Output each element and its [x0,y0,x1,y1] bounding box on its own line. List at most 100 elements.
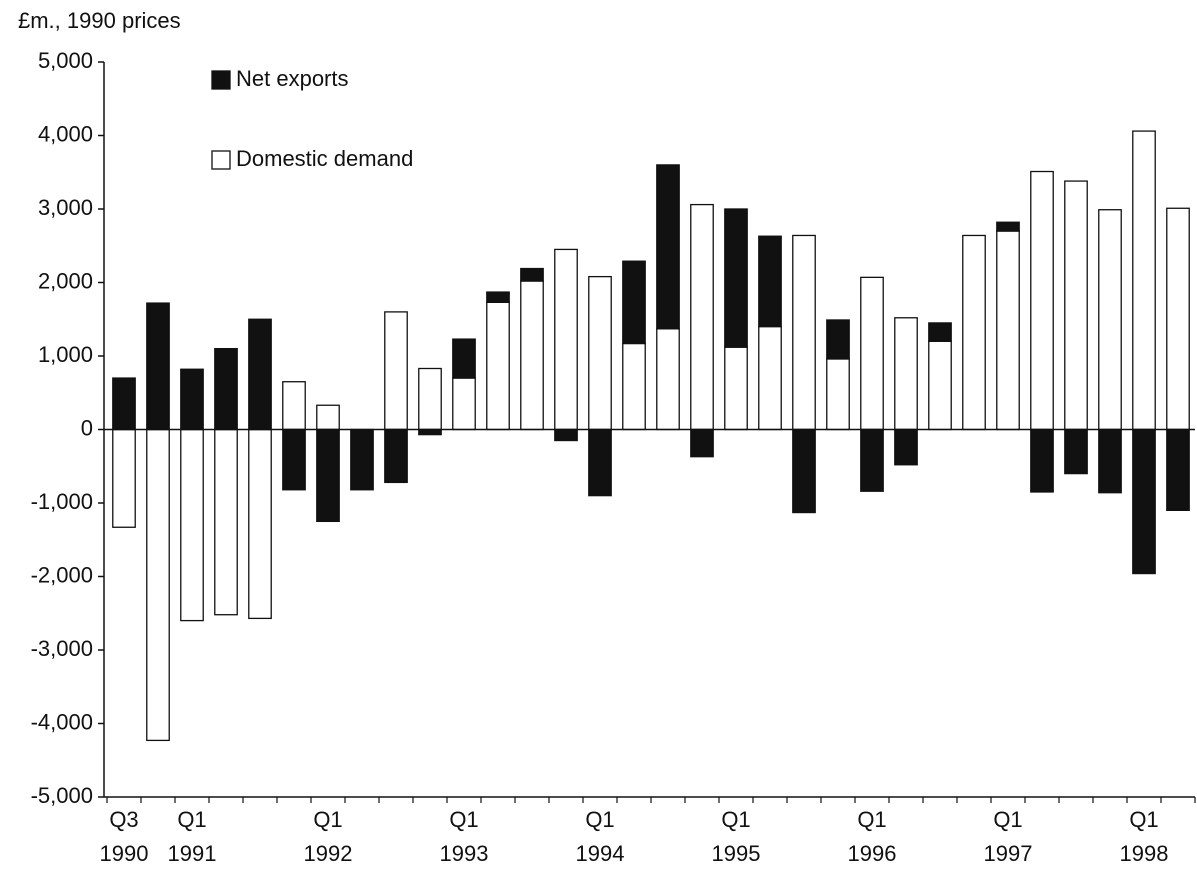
bar [1030,170,1054,431]
bar [452,377,476,431]
x-tick-label-line: 1998 [1120,841,1169,866]
bar [452,338,476,379]
bar [180,428,204,622]
y-tick-label: -1,000 [31,489,93,514]
bar [180,368,204,431]
y-tick-label: 1,000 [38,342,93,367]
bar [248,318,272,431]
bar [418,428,442,436]
bar [554,428,578,442]
bar [928,340,952,431]
bar [724,208,748,348]
bar [418,367,442,431]
bar [690,428,714,458]
x-tick-label-line: Q1 [177,807,206,832]
bar [996,221,1020,232]
bar [1166,428,1190,511]
bar [792,234,816,431]
bar [146,428,170,742]
x-tick-label-line: Q3 [109,807,138,832]
legend-swatch [211,150,231,170]
x-tick-label-line: Q1 [1129,807,1158,832]
x-tick-label-line: Q1 [993,807,1022,832]
bar [588,428,612,497]
bar [928,322,952,342]
bar [622,342,646,431]
bar [214,347,238,431]
y-tick-label: 4,000 [38,121,93,146]
bar [486,291,510,303]
bar [112,428,136,528]
bar [316,428,340,523]
bar [1064,428,1088,475]
bar [1064,180,1088,431]
bar [520,267,544,282]
x-tick-label-line: Q1 [721,807,750,832]
x-tick-label-line: 1997 [984,841,1033,866]
bar [1166,207,1190,431]
x-tick-label: Q1 1991 [168,807,217,866]
bar [758,235,782,328]
bar [1132,428,1156,575]
x-tick-label: Q1 1998 [1120,807,1169,866]
x-tick-label: Q1 1997 [984,807,1033,866]
bar [214,428,238,616]
bar [486,301,510,431]
bar [826,319,850,360]
x-tick-label-line: 1991 [168,841,217,866]
y-tick-label: 5,000 [38,48,93,73]
legend-label: Net exports [236,66,349,91]
bar [1132,130,1156,431]
bar [316,404,340,431]
bar [656,328,680,431]
bar [1098,209,1122,431]
x-tick-label-line: Q1 [585,807,614,832]
x-tick-label: Q1 1992 [304,807,353,866]
bar [588,275,612,431]
bar [826,358,850,431]
x-tick-label: Q1 1995 [712,807,761,866]
bar [690,203,714,431]
y-tick-label: -5,000 [31,783,93,808]
bar [860,428,884,492]
x-tick-label-line: 1992 [304,841,353,866]
bar [1098,428,1122,494]
x-tick-label-line: Q1 [449,807,478,832]
x-tick-label: Q1 1996 [848,807,897,866]
x-tick-label-line: 1993 [440,841,489,866]
x-tick-label-line: 1990 [100,841,149,866]
bar [1030,428,1054,493]
x-tick-label: Q1 1993 [440,807,489,866]
y-tick-label: -4,000 [31,709,93,734]
x-tick-label-line: Q1 [857,807,886,832]
x-tick-label-line: 1995 [712,841,761,866]
y-tick-label: 2,000 [38,268,93,293]
bar [384,428,408,484]
x-tick-label: Q1 1994 [576,807,625,866]
bar [282,381,306,431]
bar [384,311,408,431]
bar [248,428,272,620]
bar [724,346,748,431]
bar [962,234,986,431]
x-tick-label-line: 1996 [848,841,897,866]
bar [146,302,170,431]
y-axis-label: £m., 1990 prices [18,8,181,33]
bar [112,377,136,431]
bar [758,325,782,431]
legend-label: Domestic demand [236,146,413,171]
bar [520,280,544,431]
bar [622,260,646,345]
bar [554,248,578,431]
bar [894,317,918,431]
bar [350,428,374,491]
bar [792,428,816,514]
x-tick-label: Q3 1990 [100,807,149,866]
x-tick-label-line: 1994 [576,841,625,866]
x-tick-label-line: Q1 [313,807,342,832]
legend-swatch [211,70,231,90]
y-tick-label: -3,000 [31,636,93,661]
bar [996,230,1020,431]
y-tick-label: 0 [81,415,93,440]
